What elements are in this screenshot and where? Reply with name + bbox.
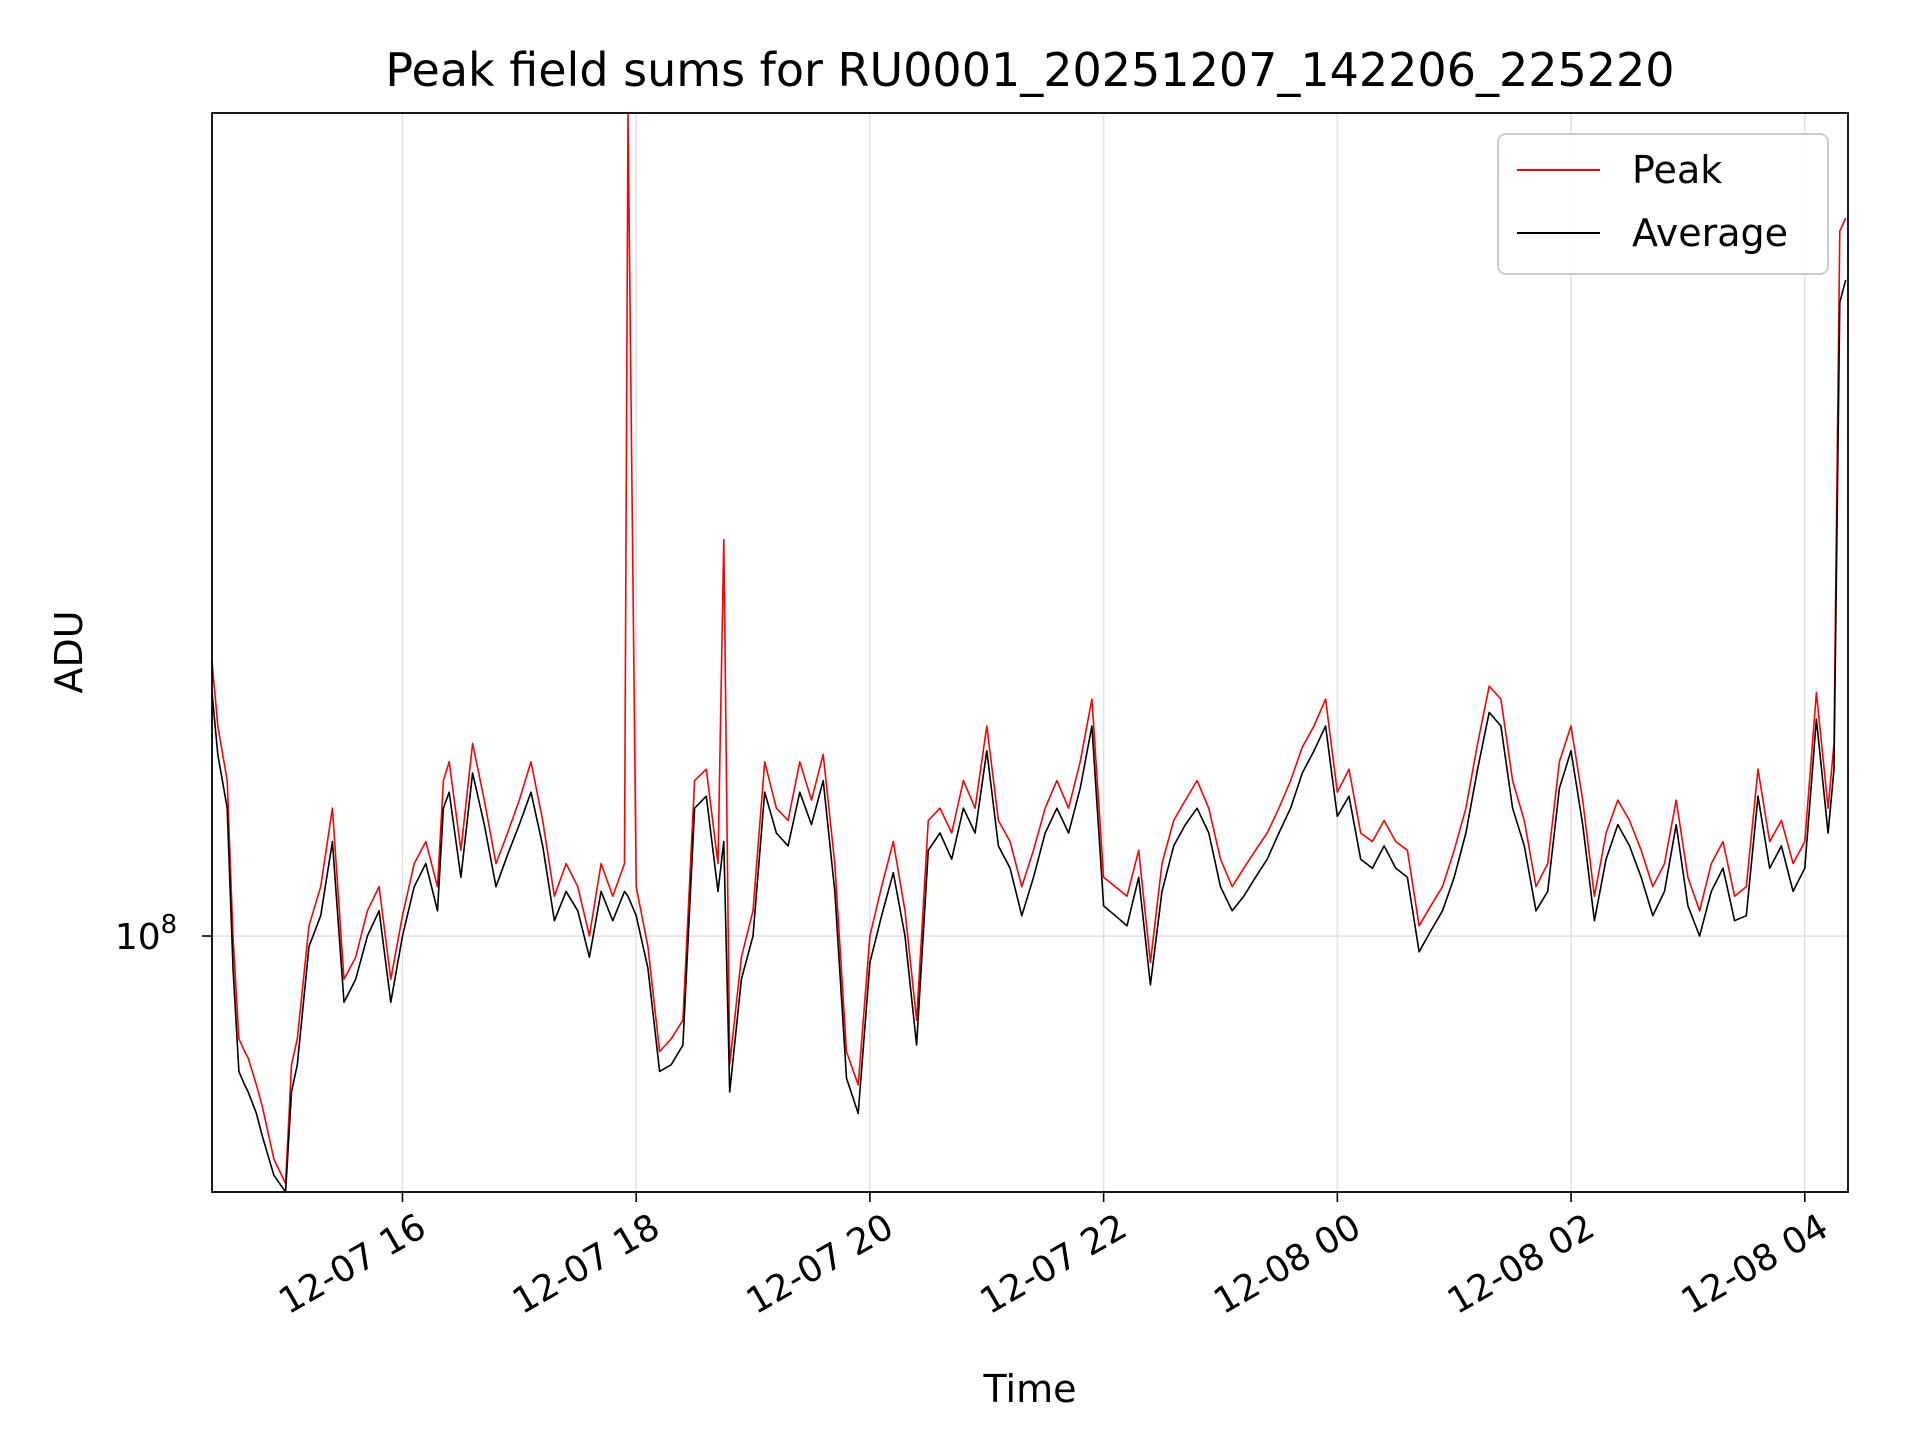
- chart-title: Peak field sums for RU0001_20251207_1422…: [385, 43, 1674, 97]
- legend: Peak Average: [1497, 133, 1829, 275]
- series-layer: [211, 112, 1847, 1193]
- y-tick-exponent: 8: [161, 910, 178, 940]
- y-tick-base: 10: [115, 917, 161, 958]
- legend-average-label: Average: [1632, 211, 1788, 255]
- series-line-average: [211, 279, 1847, 1193]
- grid: [212, 113, 1848, 1192]
- legend-peak-label: Peak: [1632, 148, 1722, 192]
- plot-frame: [211, 112, 1849, 1193]
- series-line-peak: [211, 112, 1847, 1185]
- x-axis-label: Time: [983, 1367, 1077, 1411]
- y-tick-label: 108: [115, 910, 177, 958]
- y-axis-label: ADU: [47, 610, 91, 693]
